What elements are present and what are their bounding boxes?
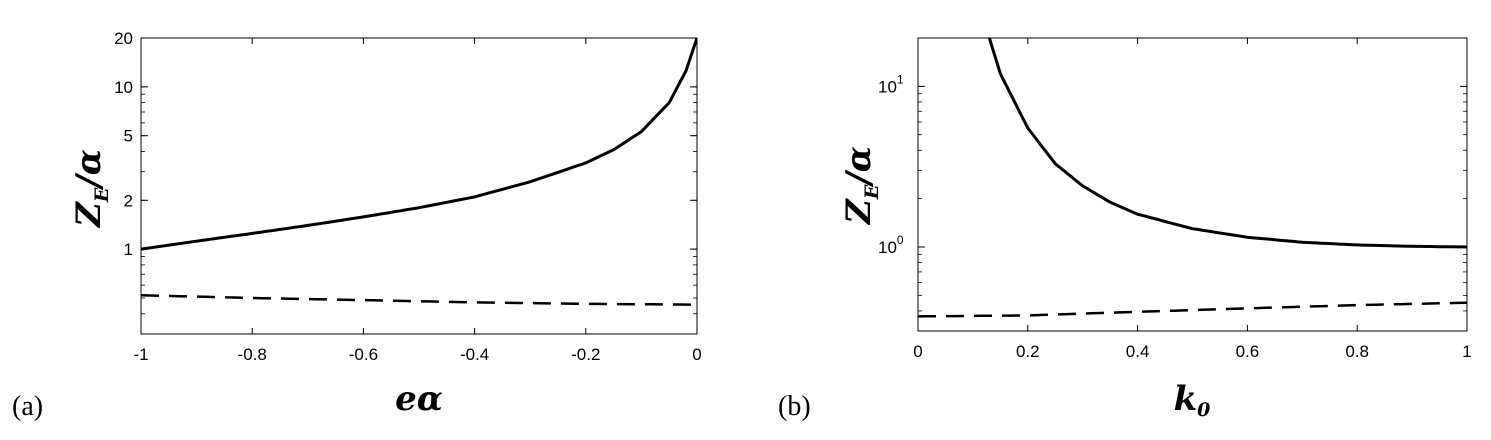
panel-label-b: (b)	[778, 391, 811, 422]
ylabel-a-sub: E	[91, 187, 113, 203]
x-tick-label-b: 0.2	[1016, 342, 1040, 361]
svg-text:ZE/α: ZE/α	[69, 149, 113, 229]
x-tick-label-a: -0.2	[571, 345, 600, 364]
ylabel-a-main: Z	[69, 201, 109, 229]
ylabel-b-tail: /α	[839, 146, 879, 188]
ylabel-b: ZE/α	[839, 146, 883, 226]
x-tick-label-b: 1	[1462, 342, 1471, 361]
x-tick-label-a: 0	[692, 345, 701, 364]
x-tick-label-a: -0.6	[349, 345, 378, 364]
y-tick-label-a: 2	[124, 191, 133, 210]
x-tick-label-b: 0.8	[1345, 342, 1369, 361]
panel-a: (a) ZE/α eα -1 -0.8 -0.6 -0.4 -0.2 0 1 2 5 10 20	[12, 29, 702, 422]
series-dashed-line-a	[141, 293, 697, 306]
xlabel-b: k0	[1174, 379, 1211, 421]
svg-text:ZE/α: ZE/α	[839, 146, 883, 226]
xlabel-a: eα	[395, 379, 443, 419]
x-tick-label-b: 0.6	[1236, 342, 1260, 361]
panel-label-a: (a)	[12, 391, 43, 422]
plot-area-b: 0 0.2 0.4 0.6 0.8 1 100 101	[878, 37, 1472, 361]
xlabel-b-main: k	[1174, 379, 1198, 419]
y-tick-label-b: 100	[878, 233, 904, 257]
series-dashed-line-b	[918, 301, 1467, 318]
series-solid-line-b	[987, 38, 1467, 249]
x-tick-label-b: 0.4	[1126, 342, 1150, 361]
plot-area-a: -1 -0.8 -0.6 -0.4 -0.2 0 1 2 5 10 20	[114, 29, 702, 364]
y-tick-label-a: 1	[124, 240, 133, 259]
ylabel-b-sub: E	[861, 184, 883, 200]
axes-box-a	[140, 37, 698, 335]
ylabel-b-main: Z	[839, 198, 879, 226]
x-tick-label-a: -1	[133, 345, 148, 364]
axes-box-b	[917, 37, 1468, 332]
xlabel-b-sub: 0	[1197, 399, 1210, 421]
x-tick-label-a: -0.4	[460, 345, 489, 364]
x-tick-label-a: -0.8	[238, 345, 267, 364]
y-tick-label-a: 20	[114, 29, 133, 48]
x-tick-label-b: 0	[913, 342, 922, 361]
y-tick-label-a: 10	[114, 78, 133, 97]
series-solid-line-a	[141, 38, 697, 251]
y-tick-label-a: 5	[124, 127, 133, 146]
y-tick-label-b: 101	[878, 72, 904, 96]
ylabel-a: ZE/α	[69, 149, 113, 229]
ylabel-a-tail: /α	[69, 149, 109, 191]
